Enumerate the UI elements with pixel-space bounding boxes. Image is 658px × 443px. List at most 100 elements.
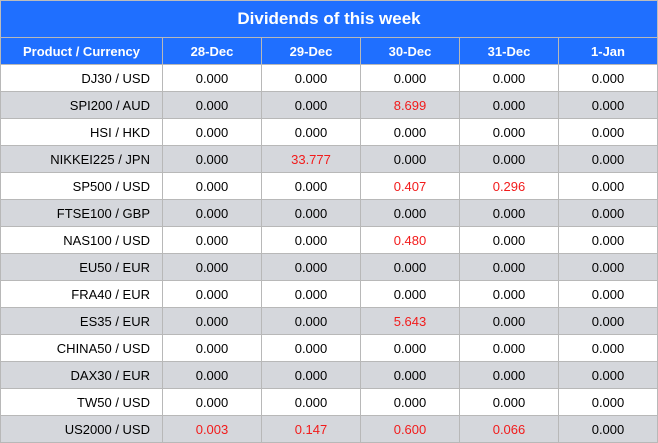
- table-row: TW50 / USD 0.000 0.000 0.000 0.000 0.000: [0, 388, 658, 416]
- product-currency-cell: DAX30 / EUR: [0, 361, 163, 389]
- dividend-value-cell: 0.000: [558, 226, 658, 254]
- table-header-row: Product / Currency 28-Dec 29-Dec 30-Dec …: [0, 37, 658, 65]
- dividend-value-cell: 0.000: [162, 334, 262, 362]
- dividend-value-cell: 0.000: [459, 91, 559, 119]
- table-row: ES35 / EUR 0.000 0.000 5.643 0.000 0.000: [0, 307, 658, 335]
- dividend-value-cell: 0.000: [162, 388, 262, 416]
- column-header-date: 28-Dec: [162, 37, 262, 65]
- product-currency-cell: FTSE100 / GBP: [0, 199, 163, 227]
- dividend-value-cell: 0.000: [162, 118, 262, 146]
- table-row: DJ30 / USD 0.000 0.000 0.000 0.000 0.000: [0, 64, 658, 92]
- dividend-value-cell: 0.000: [558, 172, 658, 200]
- dividend-value-cell: 0.000: [558, 199, 658, 227]
- dividend-value-cell: 0.000: [261, 361, 361, 389]
- dividend-value-cell: 0.000: [261, 253, 361, 281]
- table-row: NAS100 / USD 0.000 0.000 0.480 0.000 0.000: [0, 226, 658, 254]
- dividend-value-cell: 0.000: [558, 415, 658, 443]
- product-currency-cell: SPI200 / AUD: [0, 91, 163, 119]
- table-row: FRA40 / EUR 0.000 0.000 0.000 0.000 0.000: [0, 280, 658, 308]
- dividend-value-cell: 0.000: [558, 64, 658, 92]
- dividend-value-cell: 0.000: [261, 91, 361, 119]
- dividend-value-cell: 0.000: [558, 388, 658, 416]
- dividend-value-cell: 0.000: [261, 64, 361, 92]
- dividend-value-cell: 0.000: [162, 64, 262, 92]
- dividend-value-cell: 33.777: [261, 145, 361, 173]
- dividend-value-cell: 0.000: [261, 199, 361, 227]
- product-currency-cell: CHINA50 / USD: [0, 334, 163, 362]
- dividend-value-cell: 0.000: [360, 118, 460, 146]
- dividend-value-cell: 0.000: [162, 280, 262, 308]
- dividend-value-cell: 0.000: [360, 280, 460, 308]
- table-row: SP500 / USD 0.000 0.000 0.407 0.296 0.000: [0, 172, 658, 200]
- dividend-value-cell: 8.699: [360, 91, 460, 119]
- product-currency-cell: US2000 / USD: [0, 415, 163, 443]
- dividend-value-cell: 0.000: [558, 334, 658, 362]
- table-row: FTSE100 / GBP 0.000 0.000 0.000 0.000 0.000: [0, 199, 658, 227]
- table-row: NIKKEI225 / JPN 0.000 33.777 0.000 0.000 0.00…: [0, 145, 658, 173]
- dividend-value-cell: 0.480: [360, 226, 460, 254]
- dividend-value-cell: 0.147: [261, 415, 361, 443]
- column-header-date: 1-Jan: [558, 37, 658, 65]
- column-header-product: Product / Currency: [0, 37, 163, 65]
- dividend-value-cell: 0.000: [360, 199, 460, 227]
- dividend-value-cell: 0.000: [459, 361, 559, 389]
- dividend-value-cell: 0.000: [261, 226, 361, 254]
- dividends-table: Product / Currency 28-Dec 29-Dec 30-Dec …: [0, 37, 658, 443]
- product-currency-cell: DJ30 / USD: [0, 64, 163, 92]
- product-currency-cell: ES35 / EUR: [0, 307, 163, 335]
- product-currency-cell: TW50 / USD: [0, 388, 163, 416]
- table-row: EU50 / EUR 0.000 0.000 0.000 0.000 0.000: [0, 253, 658, 281]
- dividend-value-cell: 0.000: [162, 91, 262, 119]
- dividend-value-cell: 0.000: [360, 334, 460, 362]
- dividend-value-cell: 0.000: [558, 145, 658, 173]
- product-currency-cell: FRA40 / EUR: [0, 280, 163, 308]
- dividend-value-cell: 0.000: [162, 145, 262, 173]
- dividend-value-cell: 0.000: [558, 118, 658, 146]
- dividend-value-cell: 0.000: [261, 172, 361, 200]
- dividend-value-cell: 0.000: [558, 91, 658, 119]
- dividend-value-cell: 0.003: [162, 415, 262, 443]
- dividend-value-cell: 0.000: [459, 388, 559, 416]
- dividend-value-cell: 0.296: [459, 172, 559, 200]
- dividend-value-cell: 0.000: [459, 64, 559, 92]
- column-header-date: 30-Dec: [360, 37, 460, 65]
- table-row: US2000 / USD 0.003 0.147 0.600 0.066 0.000: [0, 415, 658, 443]
- dividend-value-cell: 0.000: [459, 253, 559, 281]
- product-currency-cell: HSI / HKD: [0, 118, 163, 146]
- dividend-value-cell: 0.000: [459, 199, 559, 227]
- product-currency-cell: NAS100 / USD: [0, 226, 163, 254]
- table-row: DAX30 / EUR 0.000 0.000 0.000 0.000 0.000: [0, 361, 658, 389]
- page-title: Dividends of this week: [0, 0, 658, 38]
- table-row: HSI / HKD 0.000 0.000 0.000 0.000 0.000: [0, 118, 658, 146]
- dividend-value-cell: 0.407: [360, 172, 460, 200]
- dividend-value-cell: 0.000: [459, 145, 559, 173]
- column-header-date: 31-Dec: [459, 37, 559, 65]
- dividend-value-cell: 0.000: [558, 280, 658, 308]
- dividend-value-cell: 0.000: [360, 253, 460, 281]
- dividend-value-cell: 0.000: [360, 361, 460, 389]
- dividend-value-cell: 0.000: [162, 307, 262, 335]
- dividend-value-cell: 0.000: [261, 280, 361, 308]
- dividend-value-cell: 0.000: [360, 388, 460, 416]
- product-currency-cell: SP500 / USD: [0, 172, 163, 200]
- dividend-value-cell: 0.000: [162, 199, 262, 227]
- dividend-value-cell: 0.000: [459, 307, 559, 335]
- dividend-value-cell: 0.000: [459, 226, 559, 254]
- dividend-value-cell: 0.000: [261, 388, 361, 416]
- dividend-value-cell: 0.000: [261, 307, 361, 335]
- dividend-value-cell: 0.000: [162, 172, 262, 200]
- table-row: SPI200 / AUD 0.000 0.000 8.699 0.000 0.000: [0, 91, 658, 119]
- dividend-value-cell: 0.000: [162, 226, 262, 254]
- dividend-value-cell: 0.000: [162, 361, 262, 389]
- column-header-date: 29-Dec: [261, 37, 361, 65]
- dividend-value-cell: 0.000: [162, 253, 262, 281]
- dividend-value-cell: 0.000: [459, 334, 559, 362]
- dividend-value-cell: 0.000: [261, 118, 361, 146]
- dividend-value-cell: 0.000: [558, 253, 658, 281]
- product-currency-cell: NIKKEI225 / JPN: [0, 145, 163, 173]
- dividend-value-cell: 5.643: [360, 307, 460, 335]
- dividend-value-cell: 0.000: [558, 307, 658, 335]
- product-currency-cell: EU50 / EUR: [0, 253, 163, 281]
- dividend-value-cell: 0.000: [558, 361, 658, 389]
